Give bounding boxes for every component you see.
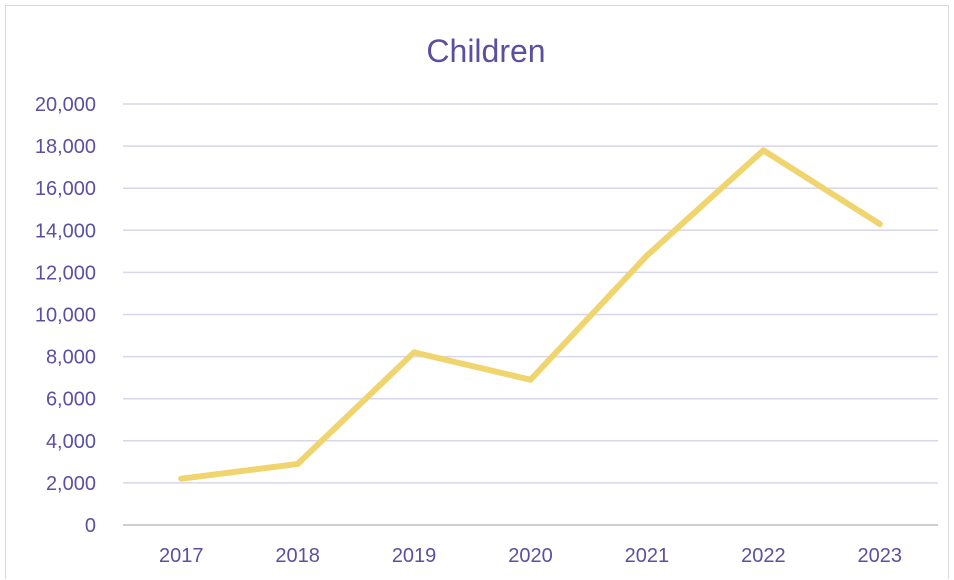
data-point [294,460,301,467]
y-tick-label: 18,000 [35,136,96,158]
x-tick-label: 2021 [625,545,670,567]
series-layer [178,147,883,482]
y-tick-label: 8,000 [46,347,96,369]
x-axis: 2017 2018 2019 2020 2021 2022 2023 [123,524,938,567]
data-point [876,220,883,227]
x-tick-label: 2022 [741,545,786,567]
data-point [178,475,185,482]
y-tick-label: 12,000 [35,262,96,284]
y-tick-label: 2,000 [46,473,96,495]
y-tick-label: 16,000 [35,178,96,200]
y-tick-label: 0 [85,515,96,537]
y-tick-label: 14,000 [35,220,96,242]
x-tick-label: 2017 [159,545,204,567]
x-tick-label: 2023 [858,545,903,567]
y-axis: 0 2,000 4,000 6,000 8,000 10,000 12,000 14,000 1… [35,94,96,537]
line-chart: Children 0 2,000 4,000 6,000 8,000 10,000 12,0… [35,33,938,567]
y-tick-label: 4,000 [46,431,96,453]
data-point [411,349,418,356]
x-tick-label: 2019 [392,545,437,567]
y-tick-label: 6,000 [46,389,96,411]
data-point [527,376,534,383]
data-point [643,252,650,259]
y-tick-label: 20,000 [35,94,96,116]
gridlines [123,103,938,484]
x-tick-label: 2018 [275,545,320,567]
data-point [760,147,767,154]
chart-frame: Children 0 2,000 4,000 6,000 8,000 10,000 12,0… [5,5,949,579]
x-tick-label: 2020 [508,545,553,567]
y-tick-label: 10,000 [35,305,96,327]
chart-title: Children [426,33,545,69]
